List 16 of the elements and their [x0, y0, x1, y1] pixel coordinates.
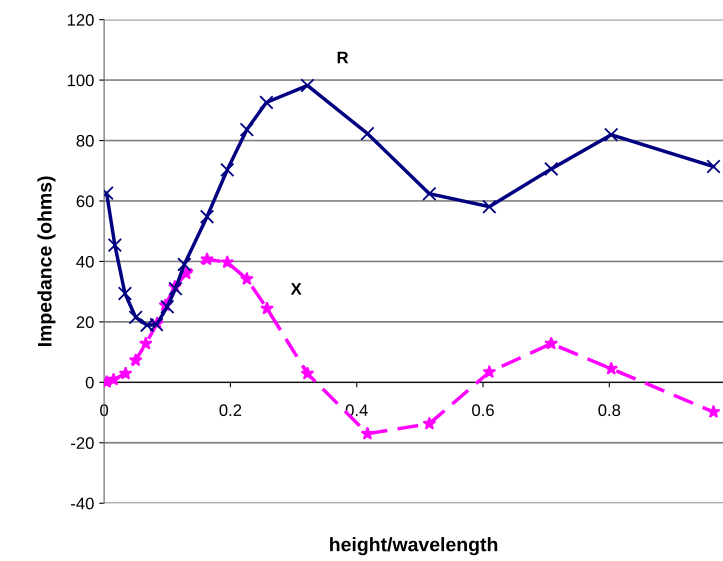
x-axis-title: height/wavelength [330, 537, 498, 556]
y-tick-label: 20 [76, 316, 94, 328]
y-tick-label: 60 [76, 195, 94, 208]
y-tick-label: -20 [71, 437, 94, 449]
y-tick-label: 0 [86, 376, 94, 389]
x-tick-label: 0.6 [472, 404, 494, 416]
y-tick-label: 100 [68, 74, 94, 86]
y-tick-label: 80 [76, 134, 94, 147]
x-tick-label: 0.8 [598, 404, 620, 416]
x-tick-label: 0.2 [219, 404, 242, 416]
y-tick-label: 120 [68, 14, 94, 26]
series-label: R [338, 52, 348, 64]
y-tick-label: 40 [76, 256, 94, 268]
y-axis-title: Impedance (ohms) [37, 176, 56, 346]
series-label: X [290, 283, 302, 295]
y-tick-label: -40 [71, 498, 94, 510]
